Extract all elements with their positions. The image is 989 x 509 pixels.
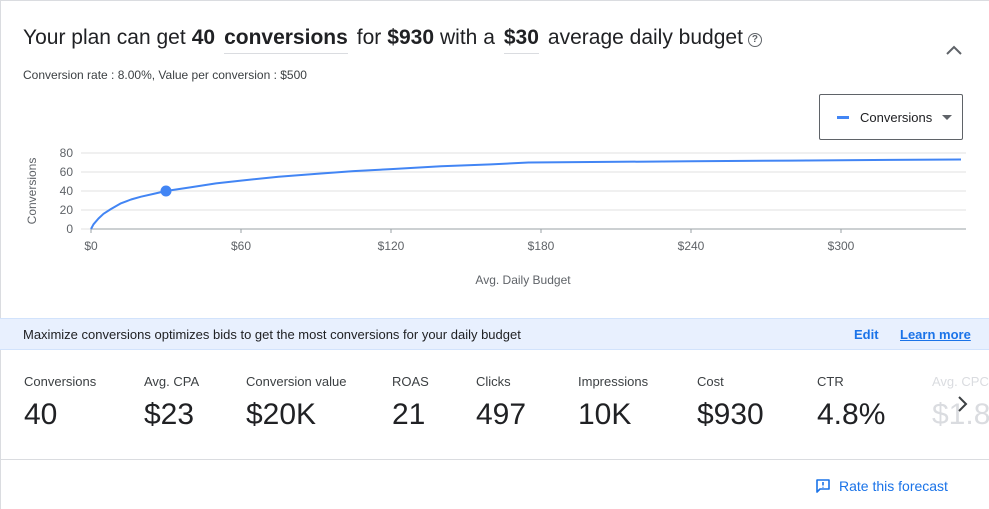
x-tick-label: $0: [84, 239, 98, 253]
metric-value: $20K: [246, 398, 317, 431]
legend-label: Conversions: [860, 109, 933, 125]
metric-label: Conversions: [24, 374, 97, 389]
headline-cost-value: $930: [387, 26, 435, 49]
metric-impressions: Impressions 10K: [578, 374, 648, 432]
edit-link[interactable]: Edit: [854, 327, 879, 342]
series-legend-dropdown[interactable]: Conversions: [819, 94, 963, 140]
x-tick-label: $60: [231, 239, 251, 253]
conversions-series-line: [90, 158, 962, 230]
feedback-icon: [816, 479, 830, 493]
y-tick-label: 20: [60, 203, 74, 217]
y-tick-label: 60: [60, 165, 74, 179]
chevron-up-icon[interactable]: [944, 40, 964, 60]
metric-label: Avg. CPA: [144, 374, 200, 389]
metric-label: ROAS: [392, 374, 429, 389]
metric-conversions: Conversions 40: [24, 374, 96, 432]
rate-forecast-label: Rate this forecast: [839, 478, 948, 494]
x-tick-label: $120: [378, 239, 405, 253]
metric-value: 10K: [578, 398, 632, 431]
metric-label: Impressions: [578, 374, 649, 389]
x-tick-label: $180: [528, 239, 555, 253]
x-tick-label: $300: [828, 239, 855, 253]
y-tick-label: 80: [60, 146, 74, 160]
metric-selector[interactable]: conversions: [224, 26, 348, 54]
learn-more-link[interactable]: Learn more: [900, 327, 971, 342]
metric-clicks: Clicks 497: [476, 374, 526, 432]
metric-value: 4.8%: [817, 398, 886, 431]
forecast-chart: 0 20 40 60 80 $0 $60 $120 $180 $240 $300 Avg. Daily…: [25, 146, 966, 287]
caret-down-icon: [942, 114, 953, 120]
metric-avg-cpa: Avg. CPA $23: [144, 374, 199, 432]
headline-text-4: average daily budget: [547, 26, 743, 49]
headline-text-3: with a: [440, 26, 495, 49]
forecast-headline: Your plan can get 40 conversions for $93…: [23, 26, 762, 54]
x-axis-title: Avg. Daily Budget: [475, 273, 571, 287]
chevron-right-icon[interactable]: [950, 392, 974, 416]
metric-value: $1.8: [932, 398, 989, 431]
y-axis-title: Conversions: [25, 158, 39, 225]
headline-text-1: Your plan can get: [23, 26, 186, 49]
headline-text-2: for: [356, 26, 382, 49]
help-icon[interactable]: ?: [747, 33, 762, 47]
y-tick-label: 40: [60, 184, 74, 198]
legend-swatch: [837, 115, 849, 119]
metric-label: Clicks: [476, 374, 511, 389]
footer-divider: [0, 459, 989, 460]
metric-value: 497: [476, 398, 527, 431]
rate-forecast-button[interactable]: Rate this forecast: [815, 478, 948, 494]
headline-conversions-value: 40: [191, 26, 216, 49]
metric-value: $930: [697, 398, 764, 431]
metric-label: CTR: [817, 374, 844, 389]
metric-value: $23: [144, 398, 195, 431]
bid-strategy-banner: Maximize conversions optimizes bids to g…: [0, 318, 989, 350]
x-tick-label: $240: [678, 239, 705, 253]
y-tick-label: 0: [66, 222, 73, 236]
metric-label: Cost: [697, 374, 724, 389]
metric-avg-cpc: Avg. CPC $1.8: [932, 374, 989, 432]
metric-value: 40: [24, 398, 58, 431]
banner-text: Maximize conversions optimizes bids to g…: [23, 327, 521, 342]
conversion-rate-summary: Conversion rate : 8.00%, Value per conve…: [23, 68, 307, 82]
metric-label: Conversion value: [246, 374, 347, 389]
metric-conversion-value: Conversion value $20K: [246, 374, 346, 432]
budget-selector[interactable]: $30: [503, 26, 539, 54]
metric-ctr: CTR 4.8%: [817, 374, 885, 432]
current-budget-point: [160, 185, 172, 197]
metric-value: 21: [392, 398, 426, 431]
metric-label: Avg. CPC: [932, 374, 989, 389]
metric-cost: Cost $930: [697, 374, 764, 432]
metric-roas: ROAS 21: [392, 374, 429, 432]
